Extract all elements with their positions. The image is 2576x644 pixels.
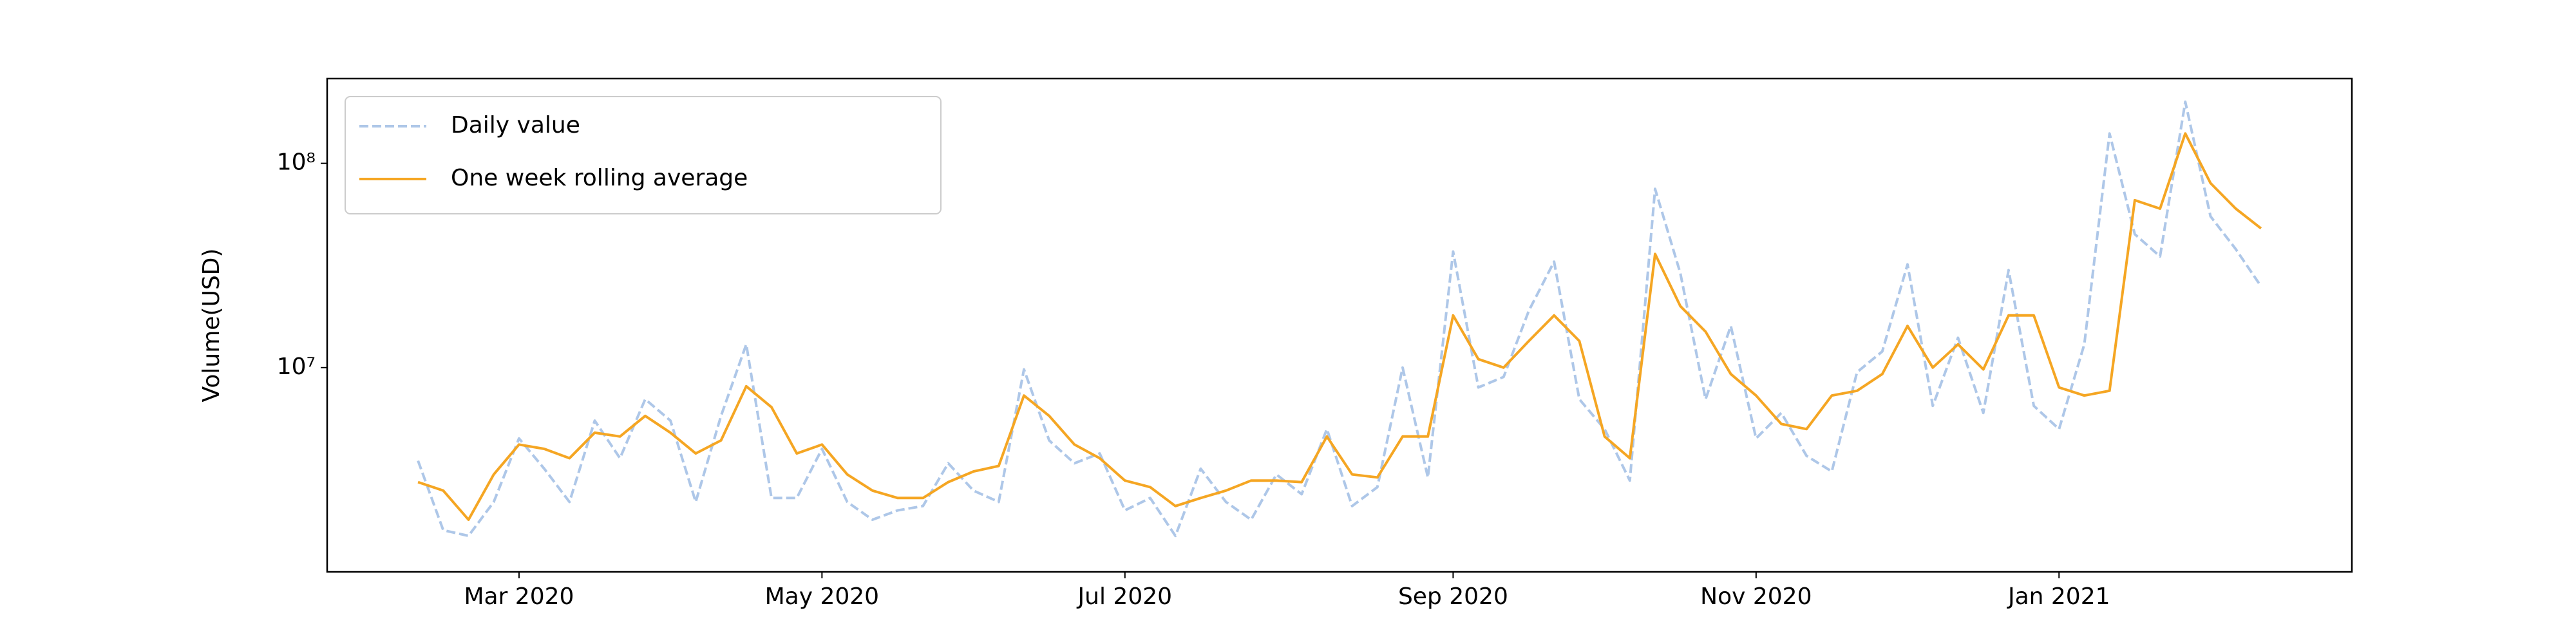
- x-tick-label: Mar 2020: [464, 583, 574, 610]
- y-tick-label: 10⁷: [277, 354, 316, 380]
- series-line: [417, 132, 2262, 521]
- legend-label: Daily value: [451, 112, 580, 138]
- x-tick-label: Sep 2020: [1398, 583, 1508, 610]
- x-tick-label: Jan 2021: [2007, 583, 2110, 610]
- y-axis-label: Volume(USD): [198, 249, 225, 402]
- legend-box: [345, 96, 942, 214]
- x-tick-label: May 2020: [765, 583, 880, 610]
- x-tick-label: Jul 2020: [1077, 583, 1173, 610]
- legend-label: One week rolling average: [451, 165, 748, 191]
- y-tick-label: 10⁸: [277, 149, 316, 176]
- x-tick-label: Nov 2020: [1700, 583, 1812, 610]
- plot-frame: [326, 77, 2353, 573]
